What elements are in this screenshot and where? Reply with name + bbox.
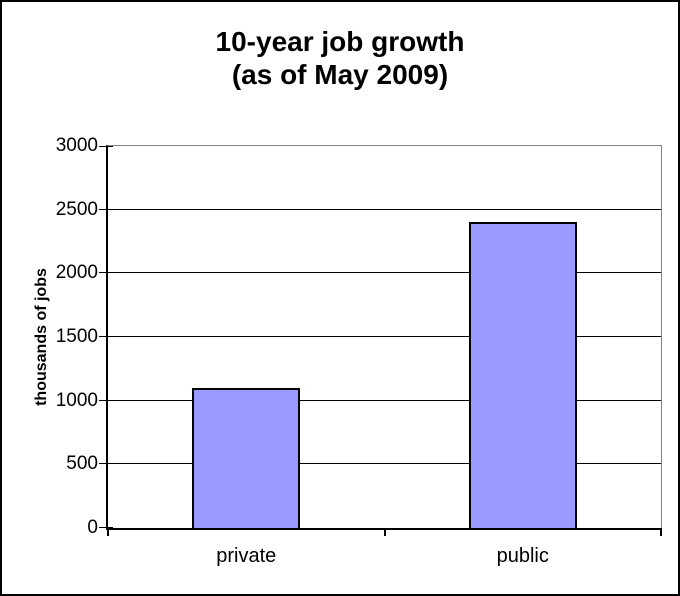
- y-axis-tick-1500: [99, 336, 113, 337]
- y-tick-label-2000: 2000: [55, 262, 98, 283]
- gridline-500: [108, 463, 661, 464]
- x-axis-tick-1: [384, 528, 386, 536]
- y-tick-label-0: 0: [87, 517, 98, 538]
- y-tick-label-1500: 1500: [55, 326, 98, 347]
- bar-public: [469, 222, 577, 528]
- chart-title-line2: (as of May 2009): [231, 59, 449, 90]
- x-axis-category-labels: private public: [108, 544, 661, 568]
- gridline-2000: [108, 272, 661, 273]
- y-axis-tick-2000: [99, 272, 113, 273]
- y-tick-label-1000: 1000: [55, 390, 98, 411]
- y-tick-label-2500: 2500: [55, 199, 98, 220]
- y-axis-tick-500: [99, 463, 113, 464]
- x-axis-tick-2: [660, 528, 662, 536]
- gridline-1000: [108, 400, 661, 401]
- x-axis-tick-0: [107, 528, 109, 536]
- y-axis-tick-0: [99, 527, 113, 528]
- x-category-label-public: public: [496, 545, 549, 567]
- y-axis-tick-3000: [99, 146, 113, 147]
- y-tick-label-500: 500: [66, 453, 98, 474]
- plot-area: [99, 145, 662, 536]
- chart-title: 10-year job growth (as of May 2009): [2, 25, 678, 91]
- gridline-2500: [108, 209, 661, 210]
- x-category-label-private: private: [216, 545, 277, 567]
- y-tick-label-3000: 3000: [55, 135, 98, 156]
- y-axis-tick-2500: [99, 209, 113, 210]
- chart-title-line1: 10-year job growth: [215, 26, 465, 57]
- bar-private: [192, 388, 300, 528]
- y-axis-tick-1000: [99, 400, 113, 401]
- gridline-1500: [108, 336, 661, 337]
- y-axis-tick-labels: 0 500 1000 1500 2000 2500 3000: [2, 135, 98, 538]
